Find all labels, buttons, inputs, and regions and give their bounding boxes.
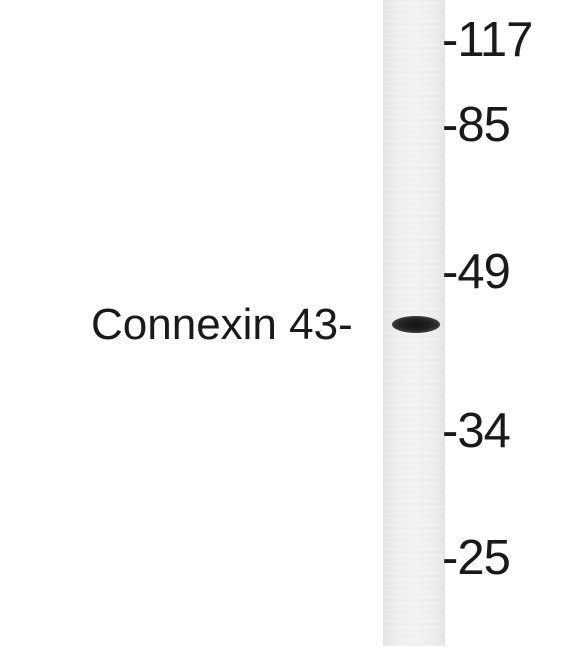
marker-25: -25 — [442, 531, 511, 585]
marker-34: -34 — [442, 404, 511, 458]
marker-85: -85 — [442, 98, 511, 152]
marker-49: -49 — [442, 245, 511, 299]
protein-band — [392, 316, 440, 333]
marker-117: -117 — [442, 13, 533, 67]
protein-label: Connexin 43- — [91, 300, 353, 349]
